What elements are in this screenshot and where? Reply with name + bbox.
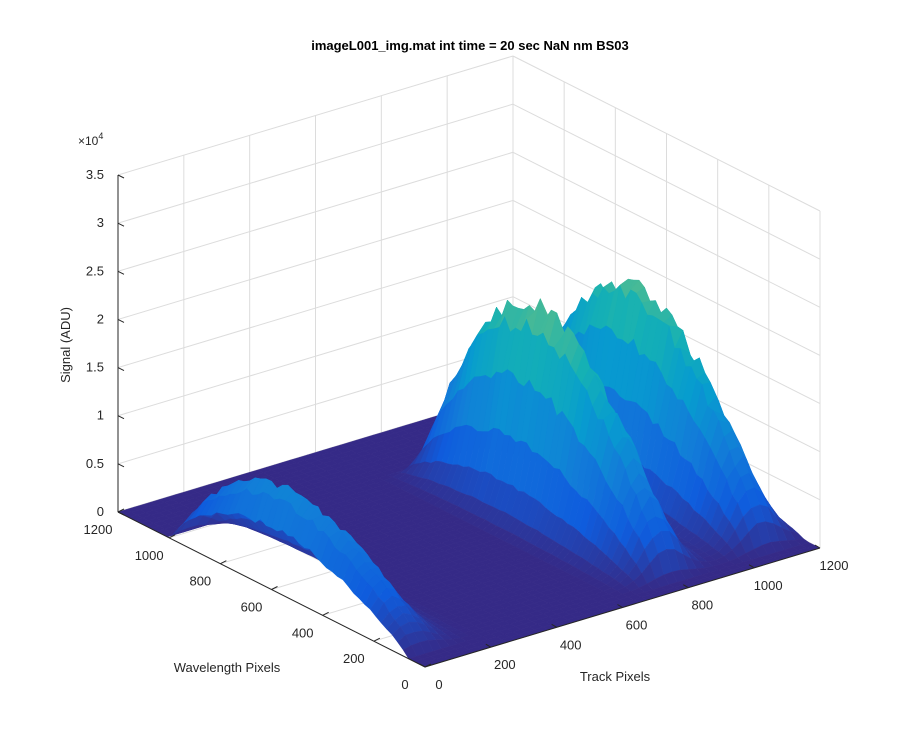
tick-labels: 0200400600800100012000200400600800100012… <box>84 167 849 692</box>
x-tick-label: 800 <box>691 598 713 613</box>
y-tick-label: 1200 <box>84 522 113 537</box>
y-tick-mark <box>373 637 381 642</box>
wall-grid-line <box>512 151 821 308</box>
x-tick-label: 1000 <box>754 578 783 593</box>
x-tick-mark <box>551 623 557 628</box>
wall-grid-line <box>117 248 514 369</box>
z-tick-mark <box>117 367 125 372</box>
z-exponent-base: ×10 <box>78 134 99 148</box>
z-tick-label: 3.5 <box>86 167 104 182</box>
wall-grid-line <box>117 103 514 224</box>
y-tick-label: 800 <box>189 574 211 589</box>
wall-grid-line <box>117 296 514 417</box>
y-tick-mark <box>322 611 329 616</box>
x-tick-mark <box>419 663 426 668</box>
z-exponent-label: ×104 <box>78 131 103 148</box>
z-tick-mark <box>117 511 125 516</box>
x-tick-label: 600 <box>626 618 648 633</box>
x-tick-label: 1200 <box>820 558 849 573</box>
chart-title: imageL001_img.mat int time = 20 sec NaN … <box>311 38 629 53</box>
z-tick-mark <box>117 463 125 468</box>
z-tick-mark <box>117 318 125 323</box>
z-tick-label: 2 <box>97 311 104 326</box>
wall-grid-line <box>117 199 514 320</box>
x-tick-mark <box>617 604 623 608</box>
y-tick-mark <box>271 586 278 590</box>
y-tick-label: 600 <box>241 600 263 615</box>
x-tick-mark <box>683 584 689 589</box>
z-tick-mark <box>117 174 125 179</box>
y-tick-label: 0 <box>401 677 408 692</box>
wall-grid-line <box>117 151 514 272</box>
y-tick-mark <box>424 663 432 668</box>
y-tick-mark <box>168 534 176 539</box>
x-tick-label: 400 <box>560 637 582 652</box>
x-tick-mark <box>814 544 821 549</box>
y-tick-mark <box>117 508 125 513</box>
z-tick-label: 1 <box>97 408 104 423</box>
x-tick-mark <box>748 564 755 569</box>
z-tick-mark <box>117 222 125 227</box>
x-tick-label: 200 <box>494 657 516 672</box>
y-tick-label: 200 <box>343 651 365 666</box>
x-axis-title: Track Pixels <box>580 669 651 684</box>
surface-plot <box>117 278 821 668</box>
wall-grid-line <box>117 344 514 465</box>
axes <box>117 174 821 668</box>
z-tick-mark <box>117 415 125 420</box>
z-tick-label: 0.5 <box>86 456 104 471</box>
x-tick-mark <box>485 643 492 648</box>
y-tick-label: 1000 <box>135 548 164 563</box>
y-axis-title: Wavelength Pixels <box>174 660 281 675</box>
z-axis-title: Signal (ADU) <box>58 307 73 383</box>
z-tick-label: 1.5 <box>86 360 104 375</box>
z-tick-label: 3 <box>97 215 104 230</box>
wall-grid-line <box>512 55 821 212</box>
z-tick-mark <box>117 270 125 275</box>
z-tick-label: 2.5 <box>86 263 104 278</box>
x-tick-label: 0 <box>435 677 442 692</box>
y-tick-label: 400 <box>292 625 314 640</box>
y-tick-mark <box>220 560 227 565</box>
wall-grid-line <box>512 103 821 260</box>
wall-grid-line <box>117 55 514 176</box>
z-tick-label: 0 <box>97 504 104 519</box>
wall-grid-line <box>512 199 821 356</box>
z-exponent-power: 4 <box>98 131 103 141</box>
